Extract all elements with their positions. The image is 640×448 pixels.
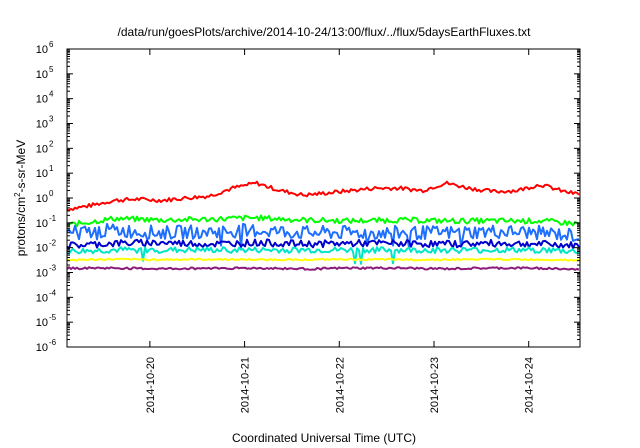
series-line xyxy=(66,257,580,262)
series-line xyxy=(66,222,580,249)
y-tick-exponent: -2 xyxy=(49,239,57,248)
y-label-base: protons/cm xyxy=(14,197,28,256)
plot-area xyxy=(66,180,580,271)
y-tick-exponent: -3 xyxy=(49,264,57,273)
series-line xyxy=(66,180,580,212)
series-line xyxy=(66,214,580,228)
x-tick-label: 2014-10-24 xyxy=(524,357,536,413)
y-tick-exponent: 5 xyxy=(49,65,54,74)
y-tick-exponent: 6 xyxy=(49,40,54,49)
y-label-rest: -s-sr-MeV xyxy=(14,140,28,193)
y-tick-label: 10 xyxy=(36,193,48,205)
y-tick-exponent: -5 xyxy=(49,313,57,322)
y-tick-label: 10 xyxy=(36,342,48,354)
y-tick-exponent: 1 xyxy=(49,164,54,173)
y-tick-label: 10 xyxy=(36,119,48,131)
x-tick-label: 2014-10-20 xyxy=(145,357,157,413)
y-tick-exponent: 4 xyxy=(49,90,54,99)
x-tick-label: 2014-10-22 xyxy=(334,357,346,413)
x-axis-label: Coordinated Universal Time (UTC) xyxy=(232,431,416,445)
y-tick-exponent: -6 xyxy=(49,338,57,347)
series-line xyxy=(66,266,580,271)
y-tick-label: 10 xyxy=(36,268,48,280)
y-tick-exponent: 0 xyxy=(49,189,54,198)
y-tick-label: 10 xyxy=(36,243,48,255)
y-tick-label: 10 xyxy=(36,218,48,230)
x-tick-label: 2014-10-21 xyxy=(240,357,252,413)
series-line xyxy=(66,246,580,265)
series-line xyxy=(66,238,580,250)
y-tick-exponent: -4 xyxy=(49,288,57,297)
y-axis: 10 -610 -510 -410 -310 -210 -110 010 110 210 310 41… xyxy=(36,40,580,354)
y-label-sup: 2 xyxy=(13,192,22,197)
y-tick-label: 10 xyxy=(36,143,48,155)
y-tick-exponent: 3 xyxy=(49,115,54,124)
y-tick-label: 10 xyxy=(36,317,48,329)
y-tick-exponent: -1 xyxy=(49,214,57,223)
y-tick-label: 10 xyxy=(36,168,48,180)
chart-title: /data/run/goesPlots/archive/2014-10-24/1… xyxy=(118,25,532,39)
x-tick-label: 2014-10-23 xyxy=(429,357,441,413)
x-axis: 2014-10-20 2014-10-21 2014-10-22 2014-10-23… xyxy=(145,49,536,413)
y-tick-label: 10 xyxy=(36,94,48,106)
y-tick-label: 10 xyxy=(36,44,48,56)
y-tick-exponent: 2 xyxy=(49,139,54,148)
y-tick-label: 10 xyxy=(36,69,48,81)
y-tick-label: 10 xyxy=(36,292,48,304)
y-axis-label: protons/cm2-s-sr-MeV xyxy=(13,140,28,256)
